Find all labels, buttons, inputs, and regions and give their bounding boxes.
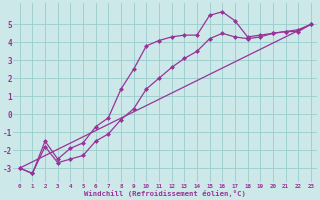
- X-axis label: Windchill (Refroidissement éolien,°C): Windchill (Refroidissement éolien,°C): [84, 190, 246, 197]
